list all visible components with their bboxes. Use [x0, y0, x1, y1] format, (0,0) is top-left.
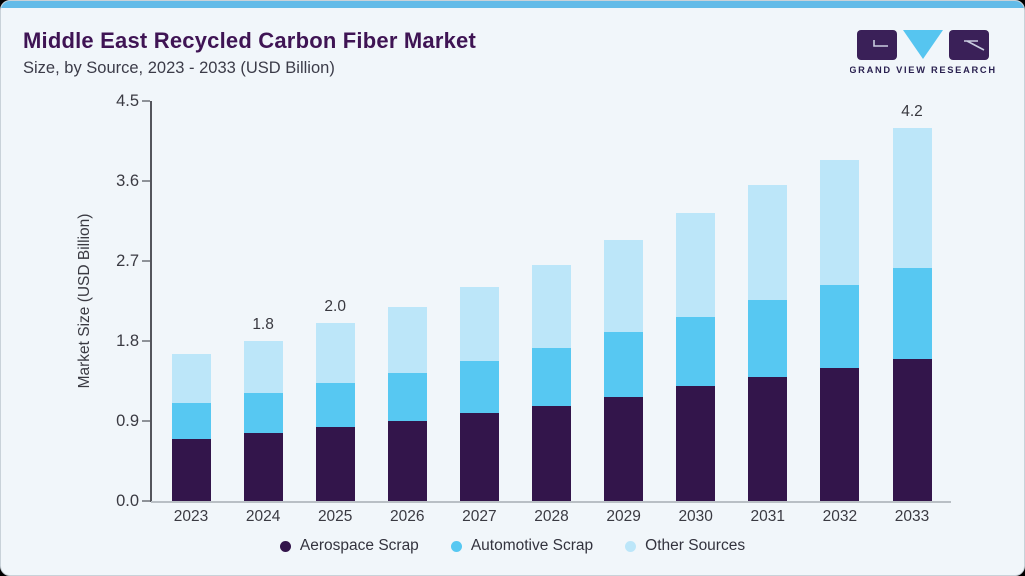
bar-segment-aerospace-scrap-2024 — [243, 433, 283, 501]
bar-segment-aerospace-scrap-2023 — [171, 438, 211, 501]
bar-segment-automotive-scrap-2027 — [459, 360, 499, 413]
y-tick-mark — [142, 500, 150, 502]
bar-segment-aerospace-scrap-2028 — [532, 405, 571, 501]
bar-segment-other-sources-2030 — [676, 213, 716, 317]
bar-segment-other-sources-2031 — [748, 185, 788, 301]
y-tick-label: 0.9 — [116, 412, 139, 430]
bar-segment-automotive-scrap-2026 — [387, 373, 427, 421]
legend: Aerospace Scrap Automotive Scrap Other S… — [1, 537, 1024, 555]
bar-segment-other-sources-2033 — [892, 127, 932, 269]
bar-segment-other-sources-2032 — [820, 159, 860, 285]
y-tick-mark — [142, 180, 150, 182]
bar-segment-other-sources-2029 — [604, 239, 644, 333]
logo-r-block — [949, 30, 989, 60]
bar-segment-other-sources-2024 — [243, 341, 283, 394]
bar-segment-automotive-scrap-2033 — [892, 268, 932, 359]
x-axis-label-2023: 2023 — [173, 508, 209, 525]
bar-segment-other-sources-2023 — [171, 354, 211, 404]
bar-segment-other-sources-2028 — [532, 265, 571, 349]
x-axis-label-2026: 2026 — [390, 508, 425, 525]
y-axis-title: Market Size (USD Billion) — [76, 213, 93, 389]
grand-view-research-logo: GRAND VIEW RESEARCH — [850, 30, 997, 75]
bar-segment-automotive-scrap-2032 — [820, 285, 860, 368]
legend-label: Automotive Scrap — [470, 537, 594, 554]
x-axis-label-2033: 2033 — [894, 508, 930, 525]
legend-item-automotive-scrap: Automotive Scrap — [450, 537, 594, 555]
bar-total-label-2033: 4.2 — [901, 102, 923, 120]
bar-total-label-2024: 1.8 — [252, 316, 274, 333]
page-subtitle: Size, by Source, 2023 - 2033 (USD Billio… — [23, 59, 335, 77]
bar-segment-automotive-scrap-2028 — [532, 348, 571, 406]
y-tick-label: 2.7 — [116, 252, 139, 270]
legend-dot-automotive-icon — [450, 540, 462, 552]
logo-mark — [857, 30, 989, 60]
bar-segment-automotive-scrap-2025 — [315, 382, 355, 428]
bar-total-label-2025: 2.0 — [324, 298, 346, 316]
x-axis-line — [151, 501, 951, 503]
x-axis-label-2032: 2032 — [822, 508, 858, 525]
bar-segment-aerospace-scrap-2030 — [676, 386, 716, 501]
legend-label: Other Sources — [645, 537, 746, 554]
bar-segment-aerospace-scrap-2032 — [820, 367, 860, 501]
bar-segment-aerospace-scrap-2025 — [315, 427, 355, 501]
x-axis-label-2024: 2024 — [245, 508, 281, 525]
y-tick-mark — [142, 260, 150, 262]
logo-r-line — [964, 40, 985, 51]
bar-segment-other-sources-2025 — [315, 323, 355, 383]
y-tick-mark — [142, 100, 150, 102]
bar-segment-aerospace-scrap-2029 — [604, 397, 644, 501]
logo-brand-text: GRAND VIEW RESEARCH — [850, 65, 997, 75]
bar-segment-aerospace-scrap-2026 — [387, 421, 427, 501]
x-axis-label-2027: 2027 — [462, 508, 497, 525]
x-axis-label-2025: 2025 — [317, 508, 353, 525]
bar-segment-other-sources-2026 — [387, 307, 427, 373]
y-axis-line — [150, 101, 152, 502]
logo-v-triangle-icon — [903, 30, 943, 59]
bar-segment-automotive-scrap-2030 — [676, 317, 716, 387]
bar-segment-automotive-scrap-2031 — [748, 300, 788, 378]
x-axis-label-2030: 2030 — [678, 508, 713, 525]
bar-segment-automotive-scrap-2023 — [171, 403, 211, 439]
x-axis-label-2028: 2028 — [534, 508, 569, 525]
y-tick-label: 4.5 — [116, 92, 139, 110]
legend-label: Aerospace Scrap — [299, 537, 419, 554]
x-axis-label-2031: 2031 — [750, 508, 786, 525]
page-title: Middle East Recycled Carbon Fiber Market — [23, 28, 477, 53]
bar-segment-automotive-scrap-2024 — [243, 393, 283, 434]
top-accent-strip — [1, 1, 1024, 8]
y-tick-mark — [142, 340, 150, 342]
logo-g-line — [873, 40, 888, 47]
bar-segment-aerospace-scrap-2031 — [748, 377, 788, 501]
legend-item-other-sources: Other Sources — [625, 537, 745, 555]
bar-segment-automotive-scrap-2029 — [604, 332, 644, 397]
logo-g-block — [857, 30, 897, 60]
legend-item-aerospace-scrap: Aerospace Scrap — [279, 537, 419, 555]
y-tick-label: 1.8 — [116, 332, 139, 350]
bar-segment-other-sources-2027 — [459, 286, 499, 361]
bar-segment-aerospace-scrap-2033 — [892, 358, 932, 501]
y-tick-label: 3.6 — [116, 172, 139, 190]
y-tick-mark — [142, 420, 150, 422]
x-axis-label-2029: 2029 — [606, 508, 641, 525]
bar-segment-aerospace-scrap-2027 — [459, 413, 499, 501]
legend-dot-aerospace-icon — [279, 540, 291, 552]
y-tick-label: 0.0 — [116, 492, 139, 510]
legend-dot-other-icon — [625, 540, 637, 552]
